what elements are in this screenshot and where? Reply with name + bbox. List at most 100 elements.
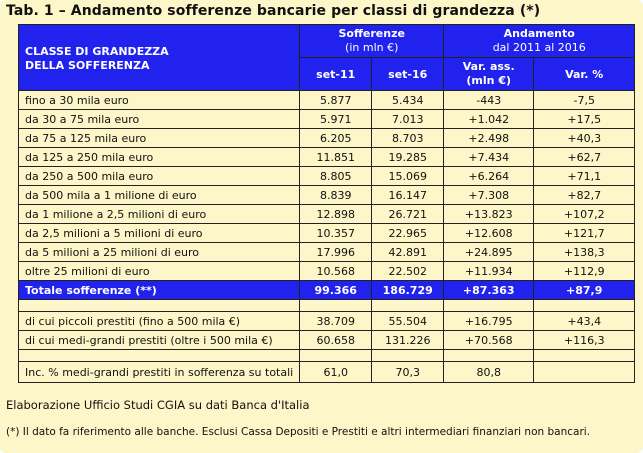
- row-varpct: +71,1: [533, 166, 636, 186]
- header-class-cell: CLASSE DI GRANDEZZA DELLA SOFFERENZA: [17, 24, 301, 91]
- row-varpct: +107,2: [533, 204, 636, 224]
- row-varpct: +138,3: [533, 242, 636, 262]
- incidence-row: Inc. % medi-grandi prestiti in sofferenz…: [17, 361, 636, 383]
- row-varass: +2.498: [443, 128, 535, 148]
- row-varpct: +17,5: [533, 109, 636, 129]
- sub-row: di cui piccoli prestiti (fino a 500 mila…: [17, 311, 636, 331]
- header-varpct: Var. %: [533, 57, 636, 91]
- data-table: CLASSE DI GRANDEZZA DELLA SOFFERENZA Sof…: [17, 24, 636, 383]
- table-row: da 1 milione a 2,5 milioni di euro 12.898…: [17, 204, 636, 224]
- table-row: da 5 milioni a 25 milioni di euro 17.996 4…: [17, 242, 636, 262]
- spacer-row: [17, 349, 636, 362]
- table-row: da 125 a 250 mila euro 11.851 19.285 +7.434…: [17, 147, 636, 167]
- row-set11: 5.877: [299, 90, 373, 110]
- header-set16: set-16: [371, 57, 445, 91]
- row-set16: 26.721: [371, 204, 445, 224]
- row-set16: 16.147: [371, 185, 445, 205]
- total-set16: 186.729: [371, 280, 445, 300]
- incidence-set16: 70,3: [371, 361, 445, 383]
- header-andamento-cell: Andamento dal 2011 al 2016: [443, 24, 636, 58]
- sub-row-set11: 60.658: [299, 330, 373, 350]
- row-set11: 11.851: [299, 147, 373, 167]
- row-set11: 12.898: [299, 204, 373, 224]
- header-sofferenze-line2: (in mln €): [345, 41, 399, 54]
- header-andamento-line2: dal 2011 al 2016: [492, 41, 586, 54]
- sub-row-set11: 38.709: [299, 311, 373, 331]
- table-row: da 30 a 75 mila euro 5.971 7.013 +1.042 +17,…: [17, 109, 636, 129]
- row-set16: 5.434: [371, 90, 445, 110]
- incidence-varpct: [533, 361, 636, 383]
- source-line: Elaborazione Ufficio Studi CGIA su dati …: [6, 398, 310, 412]
- row-set11: 8.805: [299, 166, 373, 186]
- footnote: (*) Il dato fa riferimento alle banche. …: [6, 426, 591, 438]
- sub-row-set16: 55.504: [371, 311, 445, 331]
- row-label: oltre 25 milioni di euro: [17, 261, 301, 281]
- header-row-bottom: set-11 set-16 Var. ass. (mln €) Var. %: [19, 57, 636, 91]
- row-varass: +7.308: [443, 185, 535, 205]
- row-varpct: +112,9: [533, 261, 636, 281]
- header-set11: set-11: [299, 57, 373, 91]
- row-label: fino a 30 mila euro: [17, 90, 301, 110]
- table-row: oltre 25 milioni di euro 10.568 22.502 +11.…: [17, 261, 636, 281]
- row-varpct: +62,7: [533, 147, 636, 167]
- table-row: da 250 a 500 mila euro 8.805 15.069 +6.264 +…: [17, 166, 636, 186]
- total-label: Totale sofferenze (**): [17, 280, 301, 300]
- sub-row-varass: +70.568: [443, 330, 535, 350]
- row-set16: 15.069: [371, 166, 445, 186]
- sub-row-label: di cui medi-grandi prestiti (oltre i 500…: [17, 330, 301, 350]
- row-varass: +11.934: [443, 261, 535, 281]
- row-varass: -443: [443, 90, 535, 110]
- header-row-top: CLASSE DI GRANDEZZA DELLA SOFFERENZA Sof…: [17, 24, 636, 91]
- row-varpct: +82,7: [533, 185, 636, 205]
- row-set11: 10.357: [299, 223, 373, 243]
- row-set11: 10.568: [299, 261, 373, 281]
- row-label: da 5 milioni a 25 milioni di euro: [17, 242, 301, 262]
- incidence-varass: 80,8: [443, 361, 535, 383]
- header-sofferenze-cell: Sofferenze (in mln €): [299, 24, 445, 58]
- sub-row: di cui medi-grandi prestiti (oltre i 500…: [17, 330, 636, 350]
- sub-row-varpct: +43,4: [533, 311, 636, 331]
- header-varass-line1: Var. ass.: [462, 60, 515, 73]
- row-set16: 7.013: [371, 109, 445, 129]
- row-set11: 17.996: [299, 242, 373, 262]
- header-sofferenze-line1: Sofferenze: [338, 27, 405, 40]
- row-varpct: -7,5: [533, 90, 636, 110]
- header-class-line1: CLASSE DI GRANDEZZA: [25, 45, 169, 58]
- row-set11: 8.839: [299, 185, 373, 205]
- header-class-line2: DELLA SOFFERENZA: [25, 59, 150, 72]
- row-label: da 2,5 milioni a 5 milioni di euro: [17, 223, 301, 243]
- header-varass-line2: (mln €): [466, 74, 512, 87]
- row-label: da 1 milione a 2,5 milioni di euro: [17, 204, 301, 224]
- row-set11: 5.971: [299, 109, 373, 129]
- row-varpct: +121,7: [533, 223, 636, 243]
- sub-row-set16: 131.226: [371, 330, 445, 350]
- total-varpct: +87,9: [533, 280, 636, 300]
- row-set16: 19.285: [371, 147, 445, 167]
- row-set16: 22.965: [371, 223, 445, 243]
- row-varass: +24.895: [443, 242, 535, 262]
- row-varpct: +40,3: [533, 128, 636, 148]
- total-row: Totale sofferenze (**) 99.366 186.729 +87.3…: [17, 280, 636, 300]
- row-label: da 250 a 500 mila euro: [17, 166, 301, 186]
- table-row: da 500 mila a 1 milione di euro 8.839 16.1…: [17, 185, 636, 205]
- spacer-row: [17, 299, 636, 312]
- row-label: da 125 a 250 mila euro: [17, 147, 301, 167]
- header-andamento-line1: Andamento: [503, 27, 575, 40]
- sub-row-varass: +16.795: [443, 311, 535, 331]
- table-row: fino a 30 mila euro 5.877 5.434 -443 -7,5: [17, 90, 636, 110]
- sub-row-varpct: +116,3: [533, 330, 636, 350]
- header-varass-cell: Var. ass. (mln €): [443, 57, 535, 91]
- row-label: da 30 a 75 mila euro: [17, 109, 301, 129]
- row-varass: +6.264: [443, 166, 535, 186]
- row-varass: +13.823: [443, 204, 535, 224]
- total-varass: +87.363: [443, 280, 535, 300]
- row-set11: 6.205: [299, 128, 373, 148]
- row-varass: +1.042: [443, 109, 535, 129]
- sub-row-label: di cui piccoli prestiti (fino a 500 mila…: [17, 311, 301, 331]
- row-set16: 22.502: [371, 261, 445, 281]
- incidence-label: Inc. % medi-grandi prestiti in sofferenz…: [17, 361, 301, 383]
- row-set16: 42.891: [371, 242, 445, 262]
- incidence-set11: 61,0: [299, 361, 373, 383]
- row-label: da 500 mila a 1 milione di euro: [17, 185, 301, 205]
